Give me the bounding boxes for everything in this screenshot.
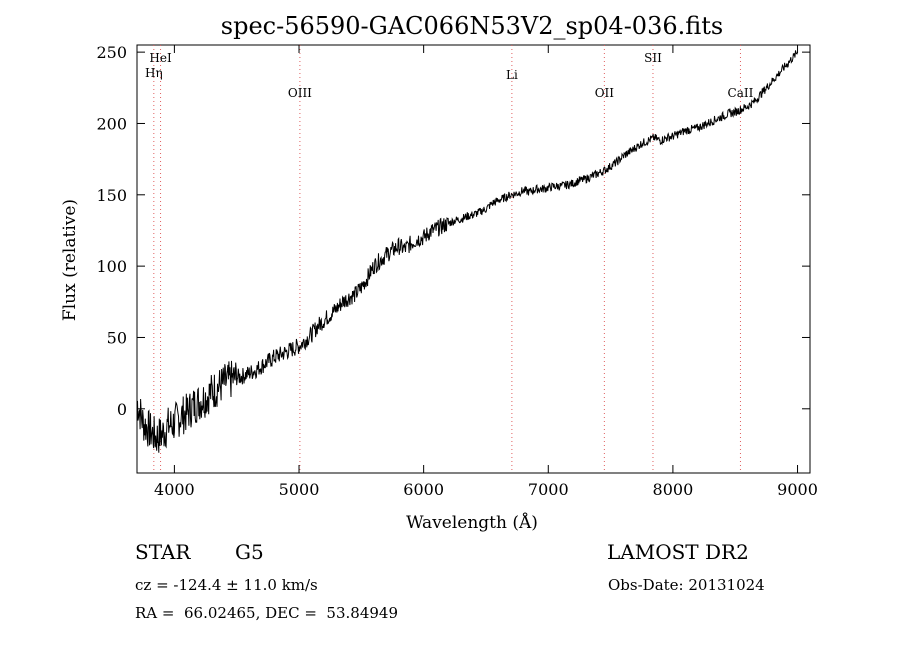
x-tick-label: 9000 [777,480,818,499]
line-marker-label: Hη [145,66,163,80]
y-tick-label: 50 [107,328,127,347]
line-marker-label: CaII [728,86,754,100]
line-marker-label: HeI [149,51,172,65]
plot-frame [136,44,811,474]
line-marker-label: OII [595,86,615,100]
y-tick-label: 150 [96,186,127,205]
y-tick-label: 0 [117,400,127,419]
spectrum-line [136,50,798,453]
x-tick-label: 8000 [653,480,694,499]
object-class: STAR [135,540,191,564]
x-tick-label: 4000 [154,480,195,499]
object-subclass: G5 [235,540,264,564]
y-axis-label: Flux (relative) [60,199,80,321]
line-marker-label: SII [644,51,662,65]
y-tick-label: 200 [96,114,127,133]
line-marker-label: OIII [288,86,312,100]
spectrum-series [136,50,798,453]
axis-ticks: 4000 5000 6000 7000 8000 9000 0 50 100 150 200 250 [96,43,817,499]
survey-label: LAMOST DR2 [607,540,749,564]
x-tick-label: 7000 [528,480,569,499]
y-tick-label: 100 [96,257,127,276]
y-tick-label: 250 [96,43,127,62]
chart-title: spec-56590-GAC066N53V2_sp04-036.fits [221,12,723,40]
x-tick-label: 6000 [403,480,444,499]
x-axis-label: Wavelength (Å) [406,512,538,533]
x-tick-label: 5000 [279,480,320,499]
observation-date: Obs-Date: 20131024 [608,576,765,594]
redshift-readout: cz = -124.4 ± 11.0 km/s [135,576,318,594]
line-marker-label: Li [506,68,518,82]
coordinates-readout: RA = 66.02465, DEC = 53.84949 [135,604,399,622]
